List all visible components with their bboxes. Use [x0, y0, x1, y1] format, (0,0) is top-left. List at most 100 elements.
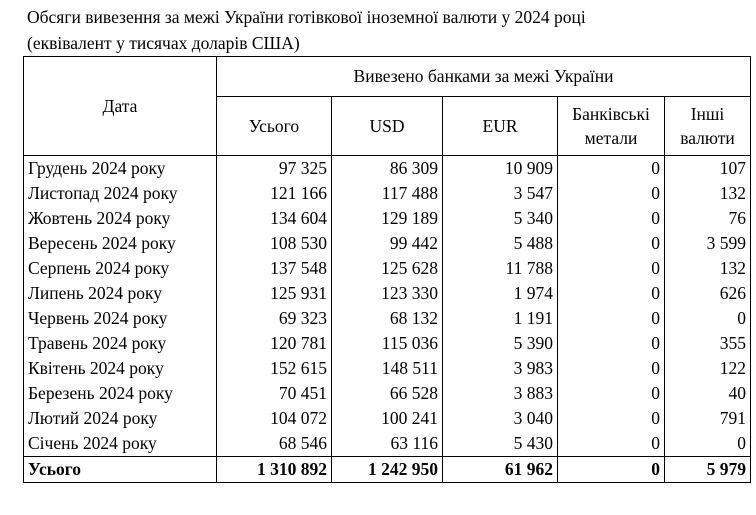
row-metals-cell: 0	[557, 356, 665, 381]
row-other-cell: 0	[664, 306, 751, 331]
row-other-cell: 355	[664, 331, 751, 356]
table-row: Жовтень 2024 року 134 604 129 189 5 340 0 76	[23, 206, 751, 231]
row-date-cell: Липень 2024 року	[23, 281, 217, 306]
row-metals-cell: 0	[557, 281, 665, 306]
row-other-cell: 107	[664, 155, 751, 181]
row-usd-cell: 115 036	[331, 331, 443, 356]
row-metals-cell: 0	[557, 406, 665, 431]
row-date-cell: Квітень 2024 року	[23, 356, 217, 381]
row-other-cell: 122	[664, 356, 751, 381]
row-total-cell: 68 546	[216, 431, 332, 457]
row-total-cell: 70 451	[216, 381, 332, 406]
table-row: Липень 2024 року 125 931 123 330 1 974 0 626	[23, 281, 751, 306]
row-total-cell: 97 325	[216, 155, 332, 181]
row-metals-cell: 0	[557, 456, 665, 483]
row-metals-cell: 0	[557, 431, 665, 457]
column-header-total: Усього	[216, 96, 332, 156]
row-usd-cell: 129 189	[331, 206, 443, 231]
row-usd-cell: 123 330	[331, 281, 443, 306]
row-total-cell: 125 931	[216, 281, 332, 306]
row-date-cell: Лютий 2024 року	[23, 406, 217, 431]
row-metals-cell: 0	[557, 256, 665, 281]
row-eur-cell: 5 390	[442, 331, 558, 356]
row-metals-cell: 0	[557, 155, 665, 181]
row-eur-cell: 3 883	[442, 381, 558, 406]
table-body: Грудень 2024 року 97 325 86 309 10 909 0 107 Л…	[23, 155, 751, 483]
row-total-cell: 120 781	[216, 331, 332, 356]
row-eur-cell: 1 191	[442, 306, 558, 331]
row-eur-cell: 3 040	[442, 406, 558, 431]
row-eur-cell: 5 430	[442, 431, 558, 457]
row-total-cell: 108 530	[216, 231, 332, 256]
table-row: Січень 2024 року 68 546 63 116 5 430 0 0	[23, 431, 751, 457]
row-metals-cell: 0	[557, 206, 665, 231]
row-metals-cell: 0	[557, 231, 665, 256]
row-other-cell: 5 979	[664, 456, 751, 483]
row-usd-cell: 86 309	[331, 155, 443, 181]
row-total-cell: 69 323	[216, 306, 332, 331]
row-usd-cell: 117 488	[331, 181, 443, 206]
row-other-cell: 3 599	[664, 231, 751, 256]
row-metals-cell: 0	[557, 181, 665, 206]
row-eur-cell: 61 962	[442, 456, 558, 483]
row-usd-cell: 68 132	[331, 306, 443, 331]
row-eur-cell: 5 340	[442, 206, 558, 231]
table-row: Листопад 2024 року 121 166 117 488 3 547 0 13…	[23, 181, 751, 206]
row-date-cell: Листопад 2024 року	[23, 181, 217, 206]
table-row: Березень 2024 року 70 451 66 528 3 883 0 40	[23, 381, 751, 406]
row-usd-cell: 100 241	[331, 406, 443, 431]
currency-export-table: Дата Вивезено банками за межі України Ус…	[23, 56, 751, 483]
column-header-metals: Банківські метали	[557, 96, 665, 156]
row-date-cell: Червень 2024 року	[23, 306, 217, 331]
row-total-cell: 152 615	[216, 356, 332, 381]
row-other-cell: 0	[664, 431, 751, 457]
group-header: Вивезено банками за межі України	[216, 56, 751, 97]
column-header-eur: EUR	[442, 96, 558, 156]
row-metals-cell: 0	[557, 331, 665, 356]
column-header-usd: USD	[331, 96, 443, 156]
row-date-cell: Січень 2024 року	[23, 431, 217, 457]
header-row-2: Усього USD EUR Банківські метали Інші ва…	[24, 96, 751, 156]
table-row: Серпень 2024 року 137 548 125 628 11 788 0 13…	[23, 256, 751, 281]
column-header-other: Інші валюти	[664, 96, 751, 156]
header-row-1: Дата Вивезено банками за межі України	[23, 56, 751, 156]
table-row: Квітень 2024 року 152 615 148 511 3 983 0 122	[23, 356, 751, 381]
row-other-cell: 791	[664, 406, 751, 431]
row-eur-cell: 3 983	[442, 356, 558, 381]
row-usd-cell: 1 242 950	[331, 456, 443, 483]
row-date-cell: Грудень 2024 року	[23, 155, 217, 181]
row-usd-cell: 99 442	[331, 231, 443, 256]
document-title: Обсяги вивезення за межі України готівко…	[27, 4, 586, 56]
row-total-cell: 104 072	[216, 406, 332, 431]
date-column-header: Дата	[23, 56, 217, 156]
row-usd-cell: 66 528	[331, 381, 443, 406]
row-eur-cell: 10 909	[442, 155, 558, 181]
row-other-cell: 132	[664, 256, 751, 281]
row-date-cell: Усього	[23, 456, 217, 483]
row-other-cell: 40	[664, 381, 751, 406]
total-row: Усього 1 310 892 1 242 950 61 962 0 5 979	[23, 456, 751, 483]
row-total-cell: 134 604	[216, 206, 332, 231]
row-usd-cell: 125 628	[331, 256, 443, 281]
row-other-cell: 132	[664, 181, 751, 206]
row-other-cell: 76	[664, 206, 751, 231]
row-other-cell: 626	[664, 281, 751, 306]
row-eur-cell: 11 788	[442, 256, 558, 281]
title-line-1: Обсяги вивезення за межі України готівко…	[27, 7, 586, 27]
row-metals-cell: 0	[557, 381, 665, 406]
row-metals-cell: 0	[557, 306, 665, 331]
row-date-cell: Серпень 2024 року	[23, 256, 217, 281]
row-eur-cell: 1 974	[442, 281, 558, 306]
row-total-cell: 1 310 892	[216, 456, 332, 483]
title-line-2: (еквівалент у тисячах доларів США)	[27, 33, 300, 53]
table-row: Грудень 2024 року 97 325 86 309 10 909 0 107	[23, 155, 751, 181]
row-eur-cell: 5 488	[442, 231, 558, 256]
row-date-cell: Жовтень 2024 року	[23, 206, 217, 231]
table-row: Червень 2024 року 69 323 68 132 1 191 0 0	[23, 306, 751, 331]
row-total-cell: 121 166	[216, 181, 332, 206]
table-row: Травень 2024 року 120 781 115 036 5 390 0 355	[23, 331, 751, 356]
row-date-cell: Травень 2024 року	[23, 331, 217, 356]
row-usd-cell: 63 116	[331, 431, 443, 457]
table-row: Вересень 2024 року 108 530 99 442 5 488 0 3 5…	[23, 231, 751, 256]
row-date-cell: Березень 2024 року	[23, 381, 217, 406]
